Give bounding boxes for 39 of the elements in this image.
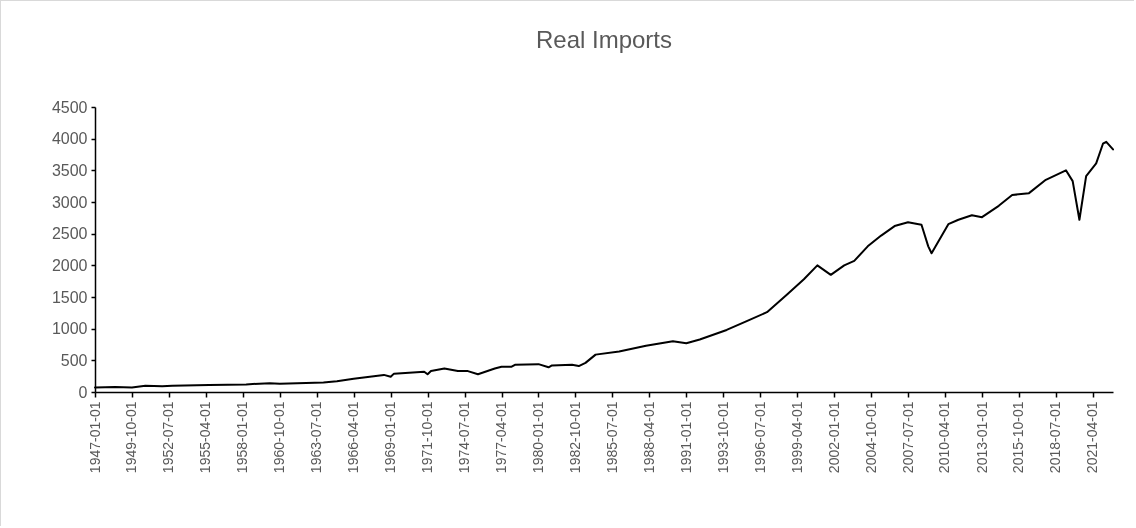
x-tick-label: 2018-07-01	[1047, 401, 1064, 474]
x-tick-label: 1991-01-01	[677, 401, 694, 474]
x-tick-label: 1966-04-01	[345, 401, 362, 474]
y-tick-label: 500	[60, 351, 88, 369]
x-tick-label: 1955-04-01	[197, 401, 214, 474]
y-tick-label: 4500	[51, 98, 88, 116]
x-tick-label: 1996-07-01	[751, 401, 768, 474]
y-tick-label: 1000	[51, 320, 88, 338]
chart-title: Real Imports	[535, 26, 673, 53]
y-tick-label: 3500	[51, 161, 88, 179]
x-tick-label: 2010-04-01	[936, 401, 953, 474]
x-tick-label: 2002-01-01	[825, 401, 842, 474]
y-tick-label: 2500	[51, 225, 88, 243]
y-tick-label: 1500	[51, 288, 88, 306]
x-tick-label: 1952-07-01	[160, 401, 177, 474]
x-tick-label: 1963-07-01	[308, 401, 325, 474]
x-tick-label: 1980-01-01	[529, 401, 546, 474]
y-tick-label: 3000	[51, 193, 88, 211]
x-tick-label: 1993-10-01	[714, 401, 731, 474]
x-tick-label: 1960-10-01	[271, 401, 288, 474]
x-tick-label: 2021-04-01	[1084, 401, 1101, 474]
y-tick-label: 0	[78, 383, 88, 401]
x-tick-label: 1969-01-01	[382, 401, 399, 474]
x-tick-label: 1958-01-01	[234, 401, 251, 474]
x-tick-label: 2013-01-01	[973, 401, 990, 474]
x-tick-label: 1982-10-01	[566, 401, 583, 474]
x-tick-label: 1949-10-01	[123, 401, 140, 474]
x-tick-label: 2007-07-01	[899, 401, 916, 474]
x-tick-label: 1947-01-01	[86, 401, 103, 474]
x-tick-label: 1977-04-01	[493, 401, 510, 474]
x-tick-label: 2015-10-01	[1010, 401, 1027, 474]
x-tick-label: 1985-07-01	[603, 401, 620, 474]
y-tick-label: 4000	[51, 130, 88, 148]
x-tick-label: 1971-10-01	[419, 401, 436, 474]
x-tick-label: 1974-07-01	[456, 401, 473, 474]
x-tick-label: 2004-10-01	[862, 401, 879, 474]
x-tick-label: 1988-04-01	[640, 401, 657, 474]
y-tick-label: 2000	[51, 256, 88, 274]
x-tick-label: 1999-04-01	[788, 401, 805, 474]
